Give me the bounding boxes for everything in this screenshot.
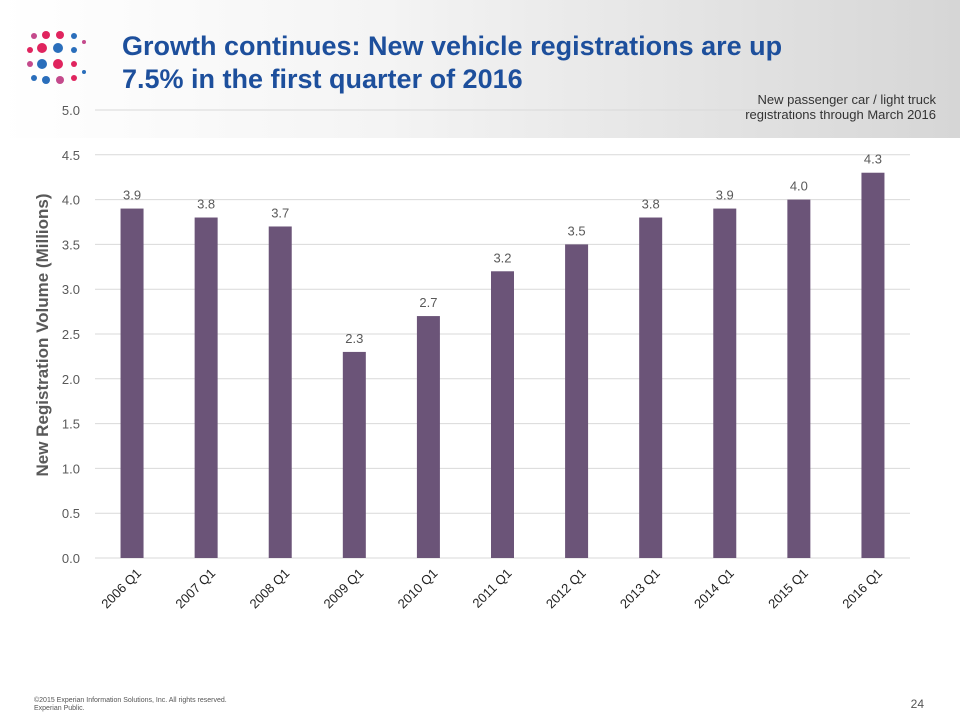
x-tick-label: 2013 Q1 — [617, 566, 663, 612]
page-number: 24 — [910, 697, 924, 711]
x-tick-label: 2014 Q1 — [691, 566, 737, 612]
logo-dot — [27, 47, 33, 53]
data-label: 3.5 — [568, 223, 586, 238]
logo-dot — [31, 33, 37, 39]
data-label: 3.9 — [716, 188, 734, 203]
classification-label: Experian Public. — [34, 705, 85, 712]
bar-chart: 0.0 0.5 1.0 1.5 2.0 2.5 3.0 3.5 4.0 4.5 5.0 New Reg… — [33, 103, 910, 612]
data-label: 2.7 — [419, 295, 437, 310]
logo-dot — [71, 61, 77, 67]
logo-dot — [82, 40, 86, 44]
x-tick-label: 2010 Q1 — [395, 566, 441, 612]
chart-subtitle-line1: New passenger car / light truck — [757, 92, 936, 107]
y-tick-label: 4.0 — [62, 193, 80, 208]
y-axis-label: New Registration Volume (Millions) — [33, 193, 52, 476]
x-tick-label: 2012 Q1 — [543, 566, 589, 612]
logo-dot — [27, 61, 33, 67]
data-label: 3.8 — [197, 197, 215, 212]
x-tick-label: 2011 Q1 — [469, 566, 514, 611]
y-tick-label: 5.0 — [62, 103, 80, 118]
logo-dot — [82, 70, 86, 74]
logo-dot — [42, 76, 50, 84]
data-label: 4.0 — [790, 179, 808, 194]
y-tick-label: 0.0 — [62, 551, 80, 566]
x-tick-label: 2016 Q1 — [839, 566, 885, 612]
slide-title: Growth continues: New vehicle registrati… — [122, 30, 922, 96]
bar — [194, 217, 218, 558]
y-tick-label: 3.0 — [62, 282, 80, 297]
bar — [787, 199, 811, 558]
y-tick-label: 2.5 — [62, 327, 80, 342]
x-tick-label: 2007 Q1 — [172, 566, 218, 612]
slide-title-line1: Growth continues: New vehicle registrati… — [122, 31, 783, 61]
data-label: 2.3 — [345, 331, 363, 346]
data-label: 3.2 — [493, 250, 511, 265]
y-tick-label: 0.5 — [62, 506, 80, 521]
logo-dot — [42, 31, 50, 39]
bar — [416, 316, 440, 558]
bar — [565, 244, 589, 558]
x-tick-label: 2006 Q1 — [98, 566, 144, 612]
chart-subtitle-line2: registrations through March 2016 — [745, 107, 936, 122]
logo-dot — [71, 47, 77, 53]
x-tick-label: 2009 Q1 — [321, 566, 367, 612]
logo-dot — [56, 76, 64, 84]
y-tick-label: 2.0 — [62, 372, 80, 387]
bar — [639, 217, 663, 558]
logo-dot — [71, 33, 77, 39]
logo-dot — [53, 59, 63, 69]
data-label: 4.3 — [864, 152, 882, 167]
slide-title-line2: 7.5% in the first quarter of 2016 — [122, 64, 523, 94]
data-label: 3.7 — [271, 205, 289, 220]
experian-logo-icon — [27, 31, 86, 84]
chart-subtitle: New passenger car / light truck registra… — [636, 92, 936, 122]
x-tick-label: 2015 Q1 — [765, 566, 811, 612]
bar — [713, 208, 737, 558]
bar — [268, 226, 292, 559]
data-label: 3.9 — [123, 188, 141, 203]
logo-dot — [37, 59, 47, 69]
bar — [342, 351, 366, 558]
y-tick-label: 4.5 — [62, 148, 80, 163]
x-tick-label: 2008 Q1 — [246, 566, 292, 612]
y-tick-label: 3.5 — [62, 237, 80, 252]
logo-dot — [37, 43, 47, 53]
logo-dot — [56, 31, 64, 39]
bar — [861, 172, 885, 558]
y-tick-label: 1.5 — [62, 417, 80, 432]
logo-dot — [53, 43, 63, 53]
logo-dot — [31, 75, 37, 81]
header-band — [0, 0, 960, 138]
data-label: 3.8 — [642, 197, 660, 212]
bar — [491, 271, 514, 558]
bar — [120, 208, 144, 558]
logo-dot — [71, 75, 77, 81]
copyright-notice: ©2015 Experian Information Solutions, In… — [34, 697, 227, 704]
y-tick-label: 1.0 — [62, 461, 80, 476]
